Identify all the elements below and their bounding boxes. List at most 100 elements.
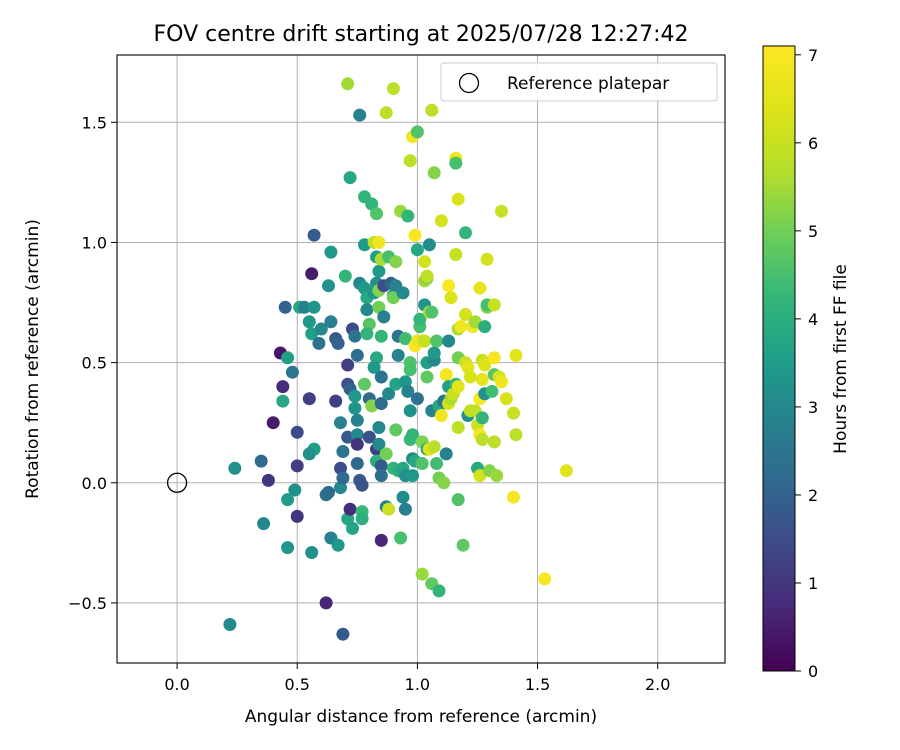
scatter-point — [360, 327, 374, 341]
scatter-point — [302, 315, 316, 329]
scatter-point — [336, 627, 350, 641]
y-tick-label: 0.0 — [82, 474, 107, 493]
scatter-point — [487, 298, 501, 312]
scatter-point — [394, 531, 408, 545]
scatter-point — [314, 322, 328, 336]
x-tick-label: 1.5 — [525, 675, 550, 694]
scatter-point — [408, 228, 422, 242]
y-tick-label: 1.0 — [82, 233, 107, 252]
scatter-point — [398, 332, 412, 346]
scatter-point — [336, 445, 350, 458]
scatter-point — [338, 269, 352, 283]
y-axis-label: Rotation from reference (arcmin) — [23, 219, 43, 499]
scatter-point — [305, 327, 319, 341]
scatter-point — [223, 618, 237, 631]
x-tick-label: 2.0 — [645, 675, 670, 694]
scatter-point — [420, 370, 434, 384]
scatter-point — [413, 312, 427, 326]
colorbar-tick-label: 7 — [808, 46, 818, 65]
scatter-point — [374, 459, 388, 473]
scatter-point — [350, 348, 364, 362]
scatter-point — [312, 336, 326, 350]
scatter-point — [389, 255, 403, 269]
reference-platepar-marker — [166, 472, 188, 493]
scatter-point — [389, 423, 403, 437]
scatter-point — [360, 303, 374, 317]
scatter-point — [370, 207, 383, 221]
scatter-point — [307, 300, 321, 314]
scatter-point — [401, 384, 415, 398]
scatter-point — [410, 243, 424, 257]
colorbar-tick-label: 5 — [808, 222, 818, 241]
scatter-point — [319, 596, 333, 610]
scatter-point — [341, 77, 355, 91]
scatter-points — [223, 77, 573, 641]
scatter-point — [348, 389, 362, 403]
scatter-point — [410, 125, 424, 139]
scatter-point — [509, 428, 523, 442]
scatter-point — [478, 358, 492, 372]
scatter-point — [305, 546, 319, 559]
scatter-point — [372, 264, 386, 278]
scatter-point — [257, 517, 271, 531]
scatter-point — [406, 428, 420, 442]
scatter-point — [425, 103, 439, 117]
colorbar-tick-label: 0 — [808, 662, 818, 681]
y-tick-label: −0.5 — [68, 594, 107, 613]
scatter-point — [468, 315, 482, 329]
scatter-point — [358, 377, 371, 391]
scatter-point — [350, 437, 364, 451]
y-tick-label: 1.5 — [82, 113, 107, 132]
scatter-point — [495, 204, 508, 218]
colorbar — [762, 45, 796, 672]
scatter-point — [459, 308, 472, 321]
scatter-point — [302, 392, 316, 406]
plot-area — [117, 55, 725, 663]
scatter-point — [442, 334, 456, 348]
scatter-point — [415, 567, 429, 581]
scatter-point — [439, 447, 453, 461]
scatter-point — [334, 416, 347, 430]
legend-reference-marker — [458, 72, 480, 94]
scatter-point — [382, 502, 396, 516]
scatter-point — [463, 370, 477, 384]
scatter-point — [475, 433, 489, 446]
scatter-point — [538, 572, 552, 586]
scatter-point — [475, 372, 489, 386]
scatter-point — [374, 370, 388, 384]
scatter-point — [427, 166, 441, 180]
scatter-point — [379, 106, 393, 120]
scatter-point — [410, 392, 424, 406]
scatter-point — [499, 392, 513, 406]
scatter-point — [451, 493, 465, 507]
x-axis-label: Angular distance from reference (arcmin) — [245, 707, 597, 727]
scatter-point — [432, 584, 446, 598]
scatter-point — [372, 421, 386, 434]
scatter-point — [434, 409, 448, 422]
colorbar-ticks: 0 1 2 3 4 5 6 7 — [795, 46, 818, 681]
scatter-point — [336, 471, 350, 485]
scatter-point — [509, 348, 523, 362]
scatter-point — [276, 394, 290, 408]
scatter-point — [439, 368, 453, 382]
grid-lines — [117, 55, 725, 663]
scatter-point — [427, 346, 441, 360]
scatter-point — [367, 360, 381, 374]
scatter-point — [374, 329, 388, 343]
scatter-point — [396, 490, 410, 504]
scatter-point — [297, 300, 311, 314]
scatter-point — [398, 502, 412, 516]
scatter-point — [331, 538, 345, 552]
scatter-point — [434, 214, 448, 228]
scatter-point — [353, 108, 367, 122]
scatter-point — [341, 358, 355, 372]
scatter-point — [420, 269, 434, 283]
scatter-point — [346, 521, 359, 535]
scatter-point — [406, 469, 420, 483]
colorbar-tick-label: 2 — [808, 486, 818, 505]
scatter-point — [261, 473, 275, 487]
scatter-point — [559, 464, 573, 478]
scatter-point — [473, 469, 487, 483]
x-axis-ticks: 0.0 0.5 1.0 1.5 2.0 — [164, 663, 670, 694]
